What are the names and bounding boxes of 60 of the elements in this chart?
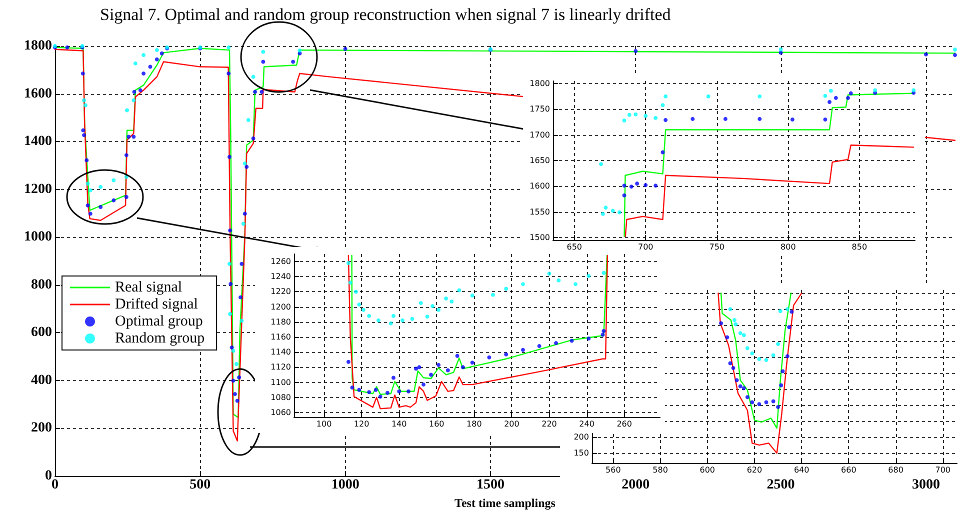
y-tick-label: 1600: [24, 86, 52, 102]
x-tick-label: 850: [852, 242, 868, 252]
x-tick-label: 120: [354, 420, 370, 428]
y-tick-label: 1750: [530, 104, 550, 114]
x-tick-label: 1000: [331, 478, 360, 492]
y-tick-label: 1240: [270, 272, 291, 282]
y-tick-label: 1160: [270, 332, 291, 342]
y-tick-label: 1800: [530, 79, 550, 88]
y-tick-label: 1200: [270, 302, 291, 312]
y-tick-label: 1650: [530, 156, 550, 165]
x-tick-label: 750: [709, 242, 725, 252]
y-tick-label: 1120: [270, 362, 291, 372]
x-tick-label: 500: [190, 478, 211, 492]
x-tick-label: 640: [794, 466, 810, 474]
legend-label: Drifted signal: [115, 296, 198, 312]
y-tick-label: 1080: [270, 392, 291, 402]
x-tick-label: 140: [391, 420, 407, 428]
y-tick-label: 150: [574, 448, 589, 458]
x-tick-label: 580: [652, 466, 668, 474]
x-tick-label: 160: [429, 420, 444, 428]
legend-label: Random group: [115, 330, 205, 346]
y-tick-label: 1700: [530, 130, 550, 140]
y-tick-label: 600: [31, 325, 52, 340]
chart-title: Signal 7. Optimal and random group reconstruction when signal 7 is linearly drifted: [100, 5, 672, 24]
x-tick-label: 3000: [912, 478, 940, 492]
y-tick-label: 1550: [530, 207, 550, 216]
y-tick-label: 1200: [24, 182, 52, 197]
x-tick-label: 100: [316, 420, 332, 428]
x-tick-label: 650: [566, 242, 582, 252]
legend-label: Real signal: [115, 280, 182, 296]
y-tick-label: 400: [31, 372, 52, 388]
y-tick-label: 800: [31, 277, 52, 292]
x-tick-label: 600: [700, 466, 716, 474]
y-tick-label: 1400: [24, 134, 52, 150]
x-tick-label: 620: [746, 466, 762, 474]
x-tick-label: 700: [638, 242, 654, 252]
y-tick-label: 1500: [530, 232, 550, 242]
y-tick-label: 1140: [270, 348, 291, 357]
x-tick-label: 660: [841, 466, 856, 474]
y-tick-label: 1800: [24, 38, 52, 54]
x-tick-label: 220: [542, 420, 557, 428]
legend-label: Optimal group: [115, 314, 203, 330]
x-tick-label: 680: [888, 466, 904, 474]
x-tick-label: 180: [466, 420, 482, 428]
y-tick-label: 1060: [270, 408, 291, 417]
y-tick-label: 1260: [270, 257, 291, 266]
x-tick-label: 700: [935, 466, 951, 474]
y-tick-label: 1100: [270, 378, 291, 387]
y-tick-label: 1180: [270, 317, 291, 326]
x-tick-label: 200: [504, 420, 520, 428]
x-tick-label: 800: [780, 242, 796, 252]
x-axis-title: Test time samplings: [454, 496, 556, 510]
x-tick-label: 2500: [766, 478, 795, 492]
x-tick-label: 260: [616, 420, 632, 428]
x-tick-label: 2000: [622, 478, 650, 492]
y-tick-label: 1600: [530, 182, 550, 191]
x-tick-label: 1500: [476, 478, 504, 492]
y-tick-label: 1220: [270, 287, 291, 296]
x-tick-label: 240: [579, 420, 594, 428]
x-tick-label: 560: [606, 466, 621, 474]
